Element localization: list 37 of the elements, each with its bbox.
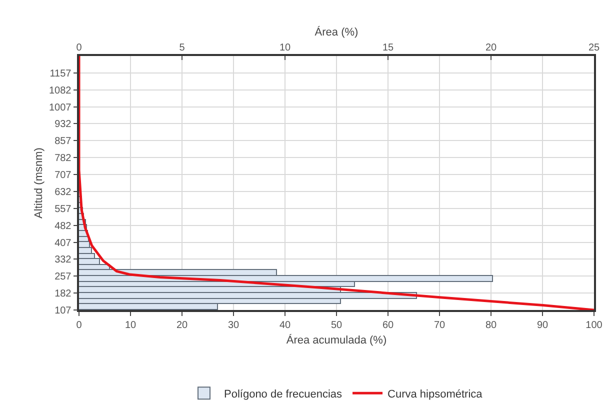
x-tick-label: 10 <box>124 320 136 331</box>
x-tick-label: 0 <box>76 320 82 331</box>
legend-label: Polígono de frecuencias <box>224 388 343 400</box>
x-tick-label: 40 <box>279 320 291 331</box>
y-tick-label: 782 <box>54 153 72 164</box>
y-tick-label: 332 <box>54 254 72 266</box>
x2-tick-label: 15 <box>382 42 394 54</box>
y-tick-label: 482 <box>54 220 72 232</box>
x2-tick-label: 5 <box>179 42 186 54</box>
x-tick-label: 70 <box>434 320 446 331</box>
x-tick-label: 60 <box>382 320 394 331</box>
y-tick-label: 857 <box>54 136 72 148</box>
x-tick-label: 30 <box>228 320 240 331</box>
x-tick-label: 20 <box>176 320 188 331</box>
y-tick-label: 932 <box>54 119 72 130</box>
x-tick-label: 100 <box>586 320 603 331</box>
x-tick-label: 80 <box>485 320 497 331</box>
x2-axis-title: Área (%) <box>314 25 358 38</box>
y-tick-label: 1007 <box>49 102 72 114</box>
y-tick-label: 1082 <box>49 85 72 96</box>
y-tick-label: 1157 <box>50 68 72 80</box>
legend-label: Curva hipsométrica <box>388 388 484 400</box>
x-tick-label: 50 <box>330 320 342 331</box>
x-axis-title: Área acumulada (%) <box>286 333 387 346</box>
x2-tick-label: 25 <box>588 42 600 54</box>
y-tick-label: 707 <box>54 170 72 182</box>
y-axis-title: Altitud (msnm) <box>33 148 46 218</box>
x2-tick-label: 10 <box>279 42 291 54</box>
x2-tick-label: 20 <box>485 42 497 54</box>
y-tick-label: 632 <box>54 186 72 198</box>
y-tick-label: 257 <box>54 272 72 283</box>
y-tick-label: 407 <box>54 238 72 249</box>
y-tick-label: 557 <box>54 204 72 215</box>
x2-tick-label: 0 <box>76 42 82 54</box>
y-tick-label: 107 <box>54 306 72 316</box>
x-tick-label: 90 <box>536 320 548 331</box>
y-tick-label: 182 <box>54 288 72 300</box>
